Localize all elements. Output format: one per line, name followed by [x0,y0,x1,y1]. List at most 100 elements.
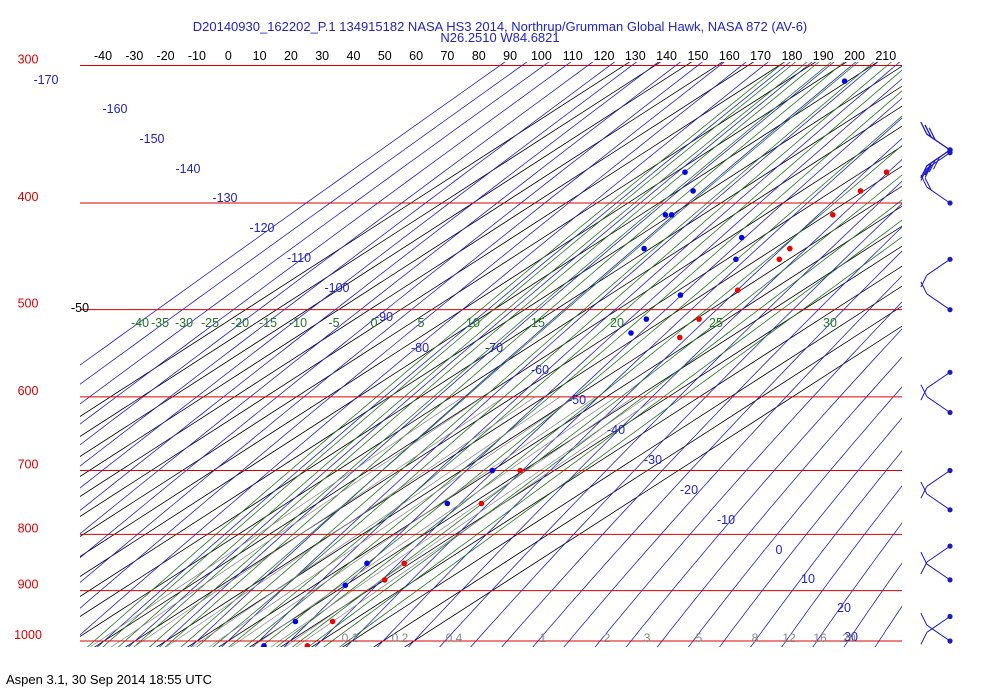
x-tick-label: 70 [440,49,454,63]
dry-adiabat-line [252,62,901,647]
isotherm-line [155,165,902,647]
wind-barb-flag [920,165,928,179]
dewpoint-point [342,582,349,589]
mixing-ratio-line [133,396,505,647]
wind-barbs [920,121,953,645]
dry-adiabat-label: -90 [375,310,393,324]
isotherm-line [372,305,902,647]
dewpoint-point [364,560,370,567]
wind-barb-flag [920,632,928,645]
wind-barb [920,174,953,206]
wind-barb-staff [926,293,951,311]
x-tick-label: 140 [656,49,677,63]
pressure-label: 500 [18,297,39,311]
temperature-point [401,560,408,567]
dry-adiabat-line [563,275,902,647]
dewpoint-point [662,212,669,218]
dry-adiabat-label: -160 [102,102,127,116]
moist-adiabat-label: -25 [201,316,219,330]
chart-marks [261,78,890,647]
x-tick-label: 110 [563,49,583,63]
temperature-point [830,212,836,218]
dewpoint-point [489,467,496,474]
x-tick-label: 80 [472,49,486,63]
mixing-ratio-label: 12 [782,631,796,645]
dry-adiabat-line [283,78,902,647]
dewpoint-point [690,188,696,194]
isotherm-line [310,265,902,647]
chart-title: D20140930_162202_P.1 134915182 NASA HS3 … [193,19,808,34]
mixing-ratio-label: 5 [696,631,703,645]
isotherm-line [217,205,902,647]
dry-adiabat-line [80,62,594,446]
temperature-point [478,500,485,507]
mixing-ratio-line [270,396,635,647]
dry-adiabat-label: -30 [644,453,662,467]
wind-barb-flag [928,159,936,173]
chart-subtitle: N26.2510 W84.6821 [440,30,559,45]
dry-adiabat-label: -100 [324,281,349,295]
x-tick-label: 10 [253,49,267,63]
mixing-ratio-line [89,396,464,647]
wind-barb-flag [920,387,928,401]
dry-adiabat-label: -50 [568,393,586,407]
x-tick-label: 200 [844,49,865,63]
moist-adiabat-line [338,236,902,647]
moist-adiabat-line [102,62,797,647]
mixing-ratio-label: 2 [604,631,611,645]
wind-barb-staff [926,470,951,487]
moist-adiabat-line [228,69,902,647]
dry-adiabat-line [190,62,857,647]
dry-adiabat-label: -40 [607,423,625,437]
dry-adiabat-line [895,0,1000,664]
isotherm-line [80,62,817,537]
x-tick-label: 20 [284,49,298,63]
pressure-label: 700 [18,458,39,472]
isotherm-line [93,125,902,647]
wind-barb [920,150,953,181]
wind-barb-flag [924,177,932,191]
x-tick-label: -20 [157,49,175,63]
pressure-label: 300 [18,53,39,67]
dewpoint-point [668,212,675,218]
moist-adiabat-line [180,62,859,647]
isotherm-line [248,225,902,647]
isotherm-line [80,62,848,557]
wind-barb-flag [920,561,928,575]
temperature-point [517,467,523,474]
dry-adiabat-label: 10 [801,572,815,586]
isotherm-line [186,185,902,647]
x-tick-label: 150 [687,49,708,63]
dry-adiabat-label: -130 [212,191,237,205]
wind-barb [920,256,953,288]
dry-adiabat-line [812,522,902,647]
isotherm-line [80,65,902,597]
dry-adiabat-label: -150 [139,132,164,146]
temperature-point [734,287,741,294]
wind-barb-flag [924,162,932,176]
isotherm-line [80,62,879,577]
chart-axes: -40 -30 -20 -10 0 10 20 30 40 50 60 70 80 90 100 110 120… [14,49,896,645]
mixing-ratio-label: 8 [752,631,759,645]
wind-barb-staff [926,563,951,581]
x-tick-label: 30 [315,49,329,63]
isotherm-line [80,62,662,437]
dry-adiabat-line [80,62,703,559]
temperature-point [883,169,890,175]
dry-adiabat-label: -120 [249,221,274,235]
x-tick-label: 190 [813,49,834,63]
dry-adiabat-line [80,62,660,512]
dry-adiabat-line [843,562,902,647]
temperature-point [787,245,793,252]
dry-adiabat-line [958,0,1000,664]
isotherm-line [80,105,902,637]
wind-barb-flag [920,384,928,397]
x-tick-label: 100 [531,49,552,63]
moist-adiabat-line [117,62,808,647]
moist-adiabat-label: -35 [151,316,169,330]
temperature-point [776,256,783,263]
moist-adiabat-label: 20 [610,316,624,330]
dry-adiabat-line [719,417,902,647]
isotherm-line [403,325,902,647]
x-tick-label: 90 [503,49,517,63]
